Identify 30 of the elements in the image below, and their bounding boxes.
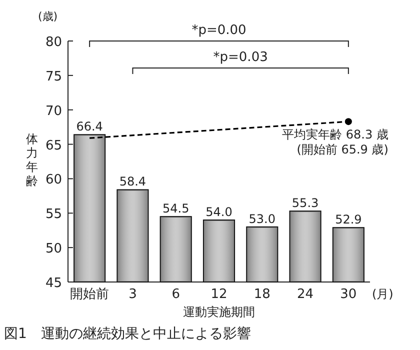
data-label: 54.0	[206, 205, 232, 220]
x-axis-title: 運動実施期間	[183, 305, 255, 319]
text: (月)	[372, 287, 394, 301]
data-label: 52.9	[335, 212, 362, 227]
y-tick-label: 45	[45, 276, 62, 291]
data-label: 66.4	[76, 120, 103, 134]
data-label: 54.5	[162, 202, 190, 216]
x-tick-label: 6	[172, 287, 180, 302]
data-label: 53.0	[248, 212, 276, 226]
x-tick-label: 3	[128, 287, 137, 302]
annotation: 平均実年齢 68.3 歳 (開始前 65.9 歳)	[282, 128, 388, 157]
x-tick-label: 30	[340, 287, 357, 302]
text: (歳)	[38, 10, 58, 23]
caption: 図1 運動の継続効果と中止による影響	[4, 326, 251, 342]
x-tick-label: 24	[297, 287, 314, 302]
y-tick-label: 75	[45, 69, 62, 84]
y-tick-label: 55	[45, 207, 62, 222]
x-tick-label: 18	[254, 287, 270, 302]
annotation: *p=0.03	[213, 50, 268, 65]
x-tick-label: 12	[210, 287, 228, 302]
y-axis-title: 体力年齢	[26, 132, 38, 188]
y-tick-label: 60	[45, 172, 62, 188]
y-tick-label: 50	[45, 242, 62, 257]
data-label: 55.3	[292, 196, 319, 210]
y-tick-label: 80	[45, 35, 62, 50]
x-tick-label: 開始前	[70, 287, 110, 302]
y-tick-label: 65	[45, 138, 62, 154]
text: *p=0.00	[192, 23, 246, 38]
y-tick-label: 70	[45, 104, 62, 119]
data-label: 58.4	[119, 174, 146, 189]
